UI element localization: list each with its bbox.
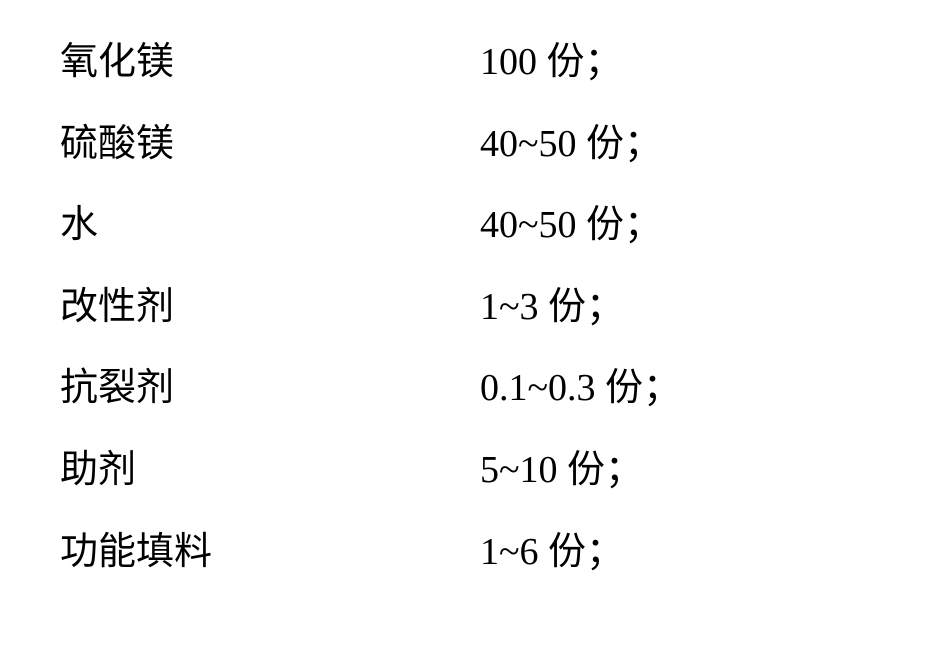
table-row: 抗裂剂 0.1~0.3 份； bbox=[60, 366, 875, 412]
ingredient-label: 水 bbox=[60, 203, 480, 249]
table-row: 功能填料 1~6 份； bbox=[60, 530, 875, 576]
table-row: 氧化镁 100 份； bbox=[60, 40, 875, 86]
ingredient-label: 抗裂剂 bbox=[60, 366, 480, 412]
ingredient-value: 40~50 份； bbox=[480, 203, 875, 249]
table-row: 硫酸镁 40~50 份； bbox=[60, 122, 875, 168]
ingredient-label: 助剂 bbox=[60, 448, 480, 494]
ingredient-value: 5~10 份； bbox=[480, 448, 875, 494]
ingredient-value: 100 份； bbox=[480, 40, 875, 86]
ingredient-label: 改性剂 bbox=[60, 285, 480, 331]
ingredient-value: 0.1~0.3 份； bbox=[480, 366, 875, 412]
ingredient-label: 功能填料 bbox=[60, 530, 480, 576]
ingredient-value: 1~3 份； bbox=[480, 285, 875, 331]
ingredient-value: 40~50 份； bbox=[480, 122, 875, 168]
table-row: 改性剂 1~3 份； bbox=[60, 285, 875, 331]
ingredient-label: 氧化镁 bbox=[60, 40, 480, 86]
ingredient-value: 1~6 份； bbox=[480, 530, 875, 576]
table-row: 助剂 5~10 份； bbox=[60, 448, 875, 494]
table-row: 水 40~50 份； bbox=[60, 203, 875, 249]
composition-table: 氧化镁 100 份； 硫酸镁 40~50 份； 水 40~50 份； 改性剂 1… bbox=[0, 0, 935, 651]
ingredient-label: 硫酸镁 bbox=[60, 122, 480, 168]
